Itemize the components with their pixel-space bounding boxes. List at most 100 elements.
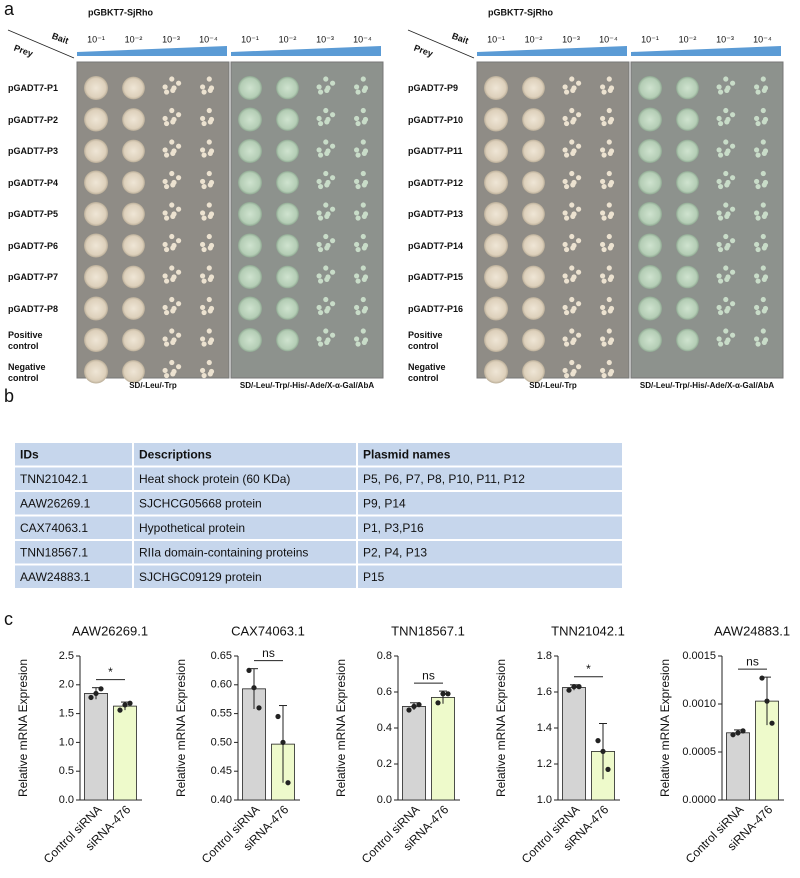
colony <box>729 143 736 149</box>
colony <box>607 308 613 314</box>
colony <box>563 120 570 127</box>
panel-label: b <box>4 386 14 406</box>
colony <box>163 183 170 190</box>
colony <box>753 147 760 153</box>
colony <box>169 170 175 177</box>
y-tick-label: 1.2 <box>537 758 552 770</box>
y-axis-label: Relative mRNA Expresion <box>16 659 30 797</box>
colony <box>323 202 329 208</box>
data-point <box>280 739 286 746</box>
colony <box>206 265 212 271</box>
colony <box>162 84 168 90</box>
colony-spot <box>484 170 508 195</box>
colony-spot <box>238 296 262 321</box>
bait-prey-divider <box>407 29 475 59</box>
colony <box>575 143 582 149</box>
table-cell <box>356 441 624 468</box>
table-cell-text: P15 <box>363 570 385 584</box>
y-tick-label: 0.0000 <box>682 794 716 806</box>
dilution-label: 10⁻³ <box>716 34 734 44</box>
dilution-label: 10⁻⁴ <box>753 34 772 44</box>
colony <box>353 178 360 185</box>
colony <box>206 139 212 145</box>
data-point <box>122 702 128 708</box>
bar <box>402 706 426 801</box>
colony <box>716 304 722 311</box>
colony <box>570 245 576 251</box>
colony <box>729 301 736 307</box>
colony <box>324 87 330 93</box>
colony <box>753 84 760 90</box>
chart-title: TNN18567.1 <box>391 623 465 638</box>
colony-spot <box>522 265 545 289</box>
data-point <box>595 738 601 744</box>
colony <box>570 339 576 345</box>
colony <box>201 309 207 316</box>
colony <box>729 175 736 181</box>
colony <box>355 309 361 316</box>
colony <box>170 213 176 219</box>
colony <box>170 276 176 282</box>
colony <box>562 178 568 185</box>
colony <box>163 120 170 127</box>
colony <box>599 84 606 90</box>
colony-spot <box>522 360 545 383</box>
colony-spot <box>276 234 299 257</box>
colony <box>355 246 361 253</box>
dilution-label: 10⁻³ <box>162 34 180 44</box>
colony <box>329 206 336 212</box>
colony <box>717 246 724 253</box>
colony <box>175 143 182 149</box>
colony-spot <box>676 328 699 352</box>
colony <box>599 336 606 342</box>
colony <box>360 170 366 177</box>
y-tick-label: 2.5 <box>59 650 74 662</box>
row-label: pGADT7-P2 <box>8 114 59 125</box>
y-tick-label: 1.8 <box>537 650 552 662</box>
colony-spot <box>484 359 508 384</box>
data-point <box>406 707 412 713</box>
data-point <box>416 702 422 708</box>
colony <box>170 87 176 93</box>
colony <box>162 304 168 311</box>
y-tick-label: 0.0 <box>59 794 74 806</box>
colony <box>606 265 612 271</box>
colony-spot <box>484 139 508 163</box>
colony <box>761 339 767 345</box>
colony <box>206 359 212 366</box>
colony <box>606 359 612 366</box>
significance-label: ns <box>746 654 759 668</box>
colony-spot <box>238 202 262 226</box>
colony <box>199 84 206 90</box>
colony <box>607 87 613 93</box>
colony <box>316 147 322 153</box>
table-cell-text: SJCHGC09129 protein <box>139 570 262 584</box>
colony <box>717 341 724 347</box>
colony <box>170 308 176 314</box>
colony <box>353 210 360 216</box>
colony <box>323 170 329 177</box>
row-label: Negative control <box>8 361 46 383</box>
colony <box>607 371 613 377</box>
colony <box>563 152 570 158</box>
colony <box>169 107 175 114</box>
colony <box>175 112 182 118</box>
bait-label: Bait <box>451 31 470 46</box>
colony-spot <box>84 76 108 100</box>
colony <box>755 246 761 253</box>
table-cell <box>132 490 358 517</box>
colony <box>575 112 582 118</box>
table-cell-text: CAX74063.1 <box>20 521 88 535</box>
colony-spot <box>638 233 662 258</box>
colony-spot <box>522 328 545 352</box>
colony <box>606 76 612 82</box>
colony <box>606 107 612 114</box>
colony <box>206 328 212 334</box>
colony <box>317 309 324 316</box>
colony-spot <box>84 139 108 163</box>
table-cell-text: P5, P6, P7, P8, P10, P11, P12 <box>363 472 525 486</box>
row-label: pGADT7-P7 <box>8 272 59 282</box>
colony <box>723 139 729 145</box>
colony <box>317 246 324 253</box>
